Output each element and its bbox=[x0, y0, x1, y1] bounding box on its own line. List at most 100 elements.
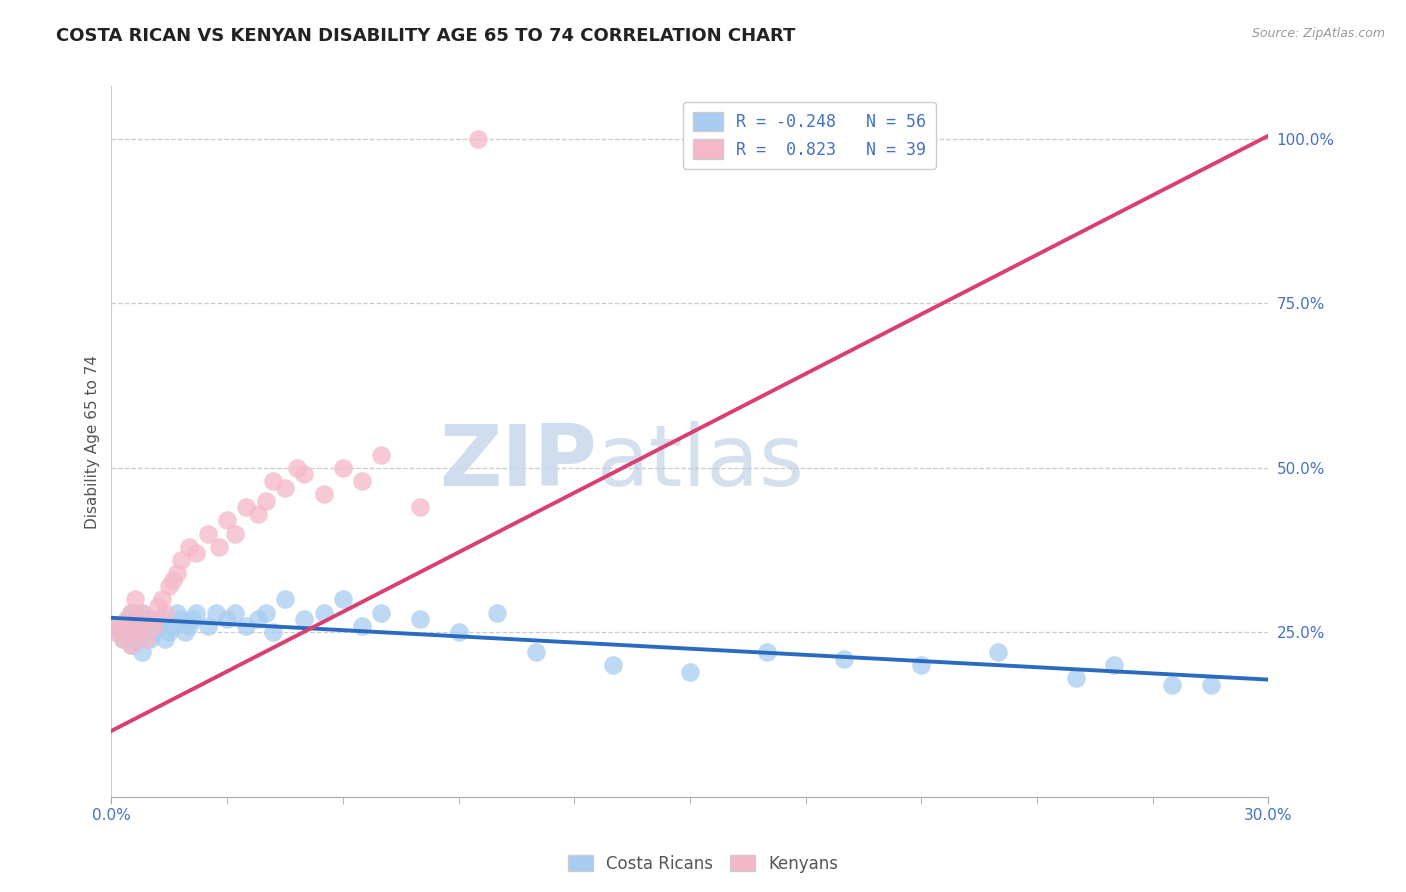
Text: Source: ZipAtlas.com: Source: ZipAtlas.com bbox=[1251, 27, 1385, 40]
Point bbox=[332, 460, 354, 475]
Point bbox=[127, 612, 149, 626]
Point bbox=[173, 625, 195, 640]
Point bbox=[274, 592, 297, 607]
Point bbox=[135, 625, 157, 640]
Point bbox=[186, 546, 208, 560]
Point bbox=[142, 625, 165, 640]
Legend: Costa Ricans, Kenyans: Costa Ricans, Kenyans bbox=[561, 848, 845, 880]
Point bbox=[217, 612, 239, 626]
Y-axis label: Disability Age 65 to 74: Disability Age 65 to 74 bbox=[86, 354, 100, 529]
Point bbox=[120, 606, 142, 620]
Point bbox=[127, 632, 149, 646]
Point bbox=[1102, 658, 1125, 673]
Point bbox=[139, 612, 162, 626]
Point bbox=[987, 645, 1010, 659]
Point bbox=[157, 579, 180, 593]
Point bbox=[1161, 678, 1184, 692]
Point bbox=[111, 632, 134, 646]
Point bbox=[155, 606, 177, 620]
Point bbox=[108, 625, 131, 640]
Point bbox=[352, 474, 374, 488]
Point bbox=[131, 645, 153, 659]
Point bbox=[832, 651, 855, 665]
Point bbox=[1064, 671, 1087, 685]
Point bbox=[235, 500, 257, 515]
Point bbox=[186, 606, 208, 620]
Point bbox=[142, 618, 165, 632]
Point bbox=[312, 606, 335, 620]
Point bbox=[146, 599, 169, 613]
Point bbox=[235, 618, 257, 632]
Point bbox=[127, 625, 149, 640]
Point bbox=[124, 618, 146, 632]
Point bbox=[332, 592, 354, 607]
Point bbox=[224, 526, 246, 541]
Point bbox=[246, 612, 269, 626]
Point bbox=[1199, 678, 1222, 692]
Point bbox=[120, 639, 142, 653]
Point bbox=[312, 487, 335, 501]
Point bbox=[177, 618, 200, 632]
Point bbox=[131, 606, 153, 620]
Point bbox=[157, 625, 180, 640]
Point bbox=[162, 573, 184, 587]
Point bbox=[131, 606, 153, 620]
Point bbox=[124, 625, 146, 640]
Point bbox=[447, 625, 470, 640]
Legend: R = -0.248   N = 56, R =  0.823   N = 39: R = -0.248 N = 56, R = 0.823 N = 39 bbox=[683, 102, 936, 169]
Point bbox=[170, 553, 193, 567]
Point bbox=[124, 592, 146, 607]
Point bbox=[292, 612, 315, 626]
Point bbox=[352, 618, 374, 632]
Point bbox=[292, 467, 315, 482]
Point bbox=[115, 612, 138, 626]
Point bbox=[246, 507, 269, 521]
Point bbox=[467, 132, 489, 146]
Point bbox=[254, 606, 277, 620]
Point bbox=[409, 612, 432, 626]
Point bbox=[120, 639, 142, 653]
Point bbox=[120, 606, 142, 620]
Point bbox=[111, 632, 134, 646]
Point bbox=[370, 606, 392, 620]
Point bbox=[208, 540, 231, 554]
Point bbox=[104, 625, 127, 640]
Point bbox=[254, 493, 277, 508]
Point bbox=[197, 618, 219, 632]
Point bbox=[146, 618, 169, 632]
Point bbox=[910, 658, 932, 673]
Point bbox=[150, 612, 173, 626]
Point bbox=[177, 540, 200, 554]
Point bbox=[170, 612, 193, 626]
Point bbox=[166, 566, 188, 580]
Point bbox=[162, 618, 184, 632]
Point bbox=[486, 606, 509, 620]
Point bbox=[679, 665, 702, 679]
Point bbox=[108, 618, 131, 632]
Point bbox=[262, 474, 284, 488]
Point bbox=[155, 632, 177, 646]
Point bbox=[166, 606, 188, 620]
Point bbox=[124, 618, 146, 632]
Point bbox=[370, 448, 392, 462]
Point bbox=[409, 500, 432, 515]
Point bbox=[285, 460, 308, 475]
Point bbox=[756, 645, 779, 659]
Point bbox=[217, 513, 239, 527]
Text: atlas: atlas bbox=[598, 421, 806, 504]
Point bbox=[115, 612, 138, 626]
Point bbox=[274, 481, 297, 495]
Point bbox=[135, 618, 157, 632]
Text: COSTA RICAN VS KENYAN DISABILITY AGE 65 TO 74 CORRELATION CHART: COSTA RICAN VS KENYAN DISABILITY AGE 65 … bbox=[56, 27, 796, 45]
Point bbox=[524, 645, 547, 659]
Text: ZIP: ZIP bbox=[440, 421, 598, 504]
Point bbox=[262, 625, 284, 640]
Point bbox=[139, 632, 162, 646]
Point bbox=[135, 632, 157, 646]
Point bbox=[224, 606, 246, 620]
Point bbox=[602, 658, 624, 673]
Point bbox=[139, 612, 162, 626]
Point bbox=[104, 618, 127, 632]
Point bbox=[197, 526, 219, 541]
Point bbox=[150, 592, 173, 607]
